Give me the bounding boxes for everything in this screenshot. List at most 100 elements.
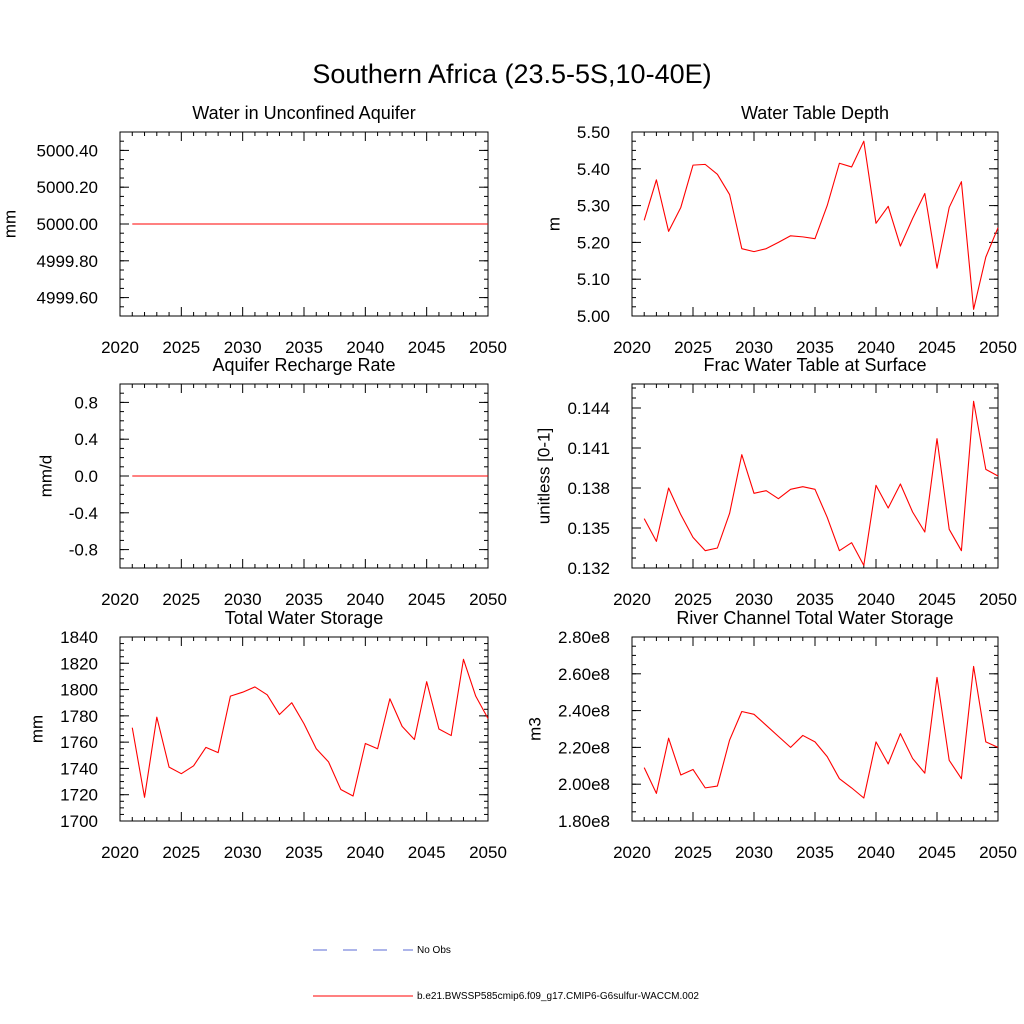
- figure-title: Southern Africa (23.5-5S,10-40E): [312, 59, 711, 89]
- x-tick-label: 2025: [674, 590, 712, 609]
- panel-3: Aquifer Recharge Rate mm/d 2020 2025 2030 203…: [36, 355, 506, 609]
- y-tick-label: 5.30: [577, 197, 610, 216]
- y-tick-label: 0.4: [74, 430, 98, 449]
- panel-title: River Channel Total Water Storage: [676, 608, 953, 628]
- y-tick-label: 1740: [60, 759, 98, 778]
- x-tick-label: 2045: [408, 843, 446, 862]
- y-axis-label: mm: [27, 715, 46, 743]
- panel-title: Total Water Storage: [225, 608, 383, 628]
- x-tick-label: 2025: [674, 338, 712, 357]
- x-tick-label: 2050: [979, 843, 1017, 862]
- y-tick-label: 0.0: [74, 467, 98, 486]
- y-tick-label: -0.8: [69, 541, 98, 560]
- x-tick-label: 2035: [796, 590, 834, 609]
- legend-label-model: b.e21.BWSSP585cmip6.f09_g17.CMIP6-G6sulf…: [417, 991, 699, 1002]
- x-tick-label: 2030: [224, 338, 262, 357]
- x-tick-label: 2040: [857, 338, 895, 357]
- y-tick-label: 5000.20: [37, 178, 98, 197]
- x-tick-label: 2035: [285, 338, 323, 357]
- plot-frame: [119, 636, 489, 822]
- y-tick-label: 1720: [60, 786, 98, 805]
- y-tick-label: 1700: [60, 812, 98, 831]
- y-axis-label: unitless [0-1]: [534, 428, 553, 524]
- legend-label-no-obs: No Obs: [417, 945, 451, 956]
- y-tick-label: 5000.40: [37, 141, 98, 160]
- x-tick-label: 2025: [162, 843, 200, 862]
- panel-2: Water Table Depth m 2020 2025 2030 2035 2040 20…: [544, 103, 1016, 357]
- x-tick-label: 2045: [408, 338, 446, 357]
- y-tick-label: 1.80e8: [558, 812, 610, 831]
- plot-frame: [631, 131, 999, 317]
- y-tick-label: 4999.80: [37, 252, 98, 271]
- x-tick-label: 2025: [162, 338, 200, 357]
- x-tick-label: 2035: [285, 590, 323, 609]
- y-axis-label: mm/d: [36, 455, 55, 498]
- x-tick-label: 2045: [408, 590, 446, 609]
- y-tick-label: 1820: [60, 654, 98, 673]
- x-tick-label: 2035: [796, 843, 834, 862]
- x-tick-label: 2040: [346, 590, 384, 609]
- panel-6: River Channel Total Water Storage m3 2020 2…: [525, 608, 1016, 862]
- plot-frame: [631, 383, 999, 569]
- y-tick-label: 2.60e8: [558, 665, 610, 684]
- y-tick-label: 0.8: [74, 393, 98, 412]
- x-tick-label: 2040: [857, 843, 895, 862]
- x-tick-label: 2040: [857, 590, 895, 609]
- x-tick-label: 2020: [101, 338, 139, 357]
- x-tick-label: 2040: [346, 338, 384, 357]
- x-tick-label: 2030: [735, 843, 773, 862]
- x-tick-label: 2050: [469, 338, 507, 357]
- y-tick-label: 5.40: [577, 160, 610, 179]
- y-tick-label: 0.141: [567, 439, 610, 458]
- panel-4: Frac Water Table at Surface unitless [0-1…: [534, 355, 1016, 609]
- y-tick-label: 2.00e8: [558, 775, 610, 794]
- series-line: [643, 140, 999, 310]
- y-tick-label: 0.135: [567, 519, 610, 538]
- y-tick-label: 5.20: [577, 233, 610, 252]
- y-tick-label: 0.138: [567, 479, 610, 498]
- y-tick-label: 4999.60: [37, 289, 98, 308]
- y-tick-label: 0.132: [567, 559, 610, 578]
- x-tick-label: 2050: [979, 338, 1017, 357]
- x-tick-label: 2045: [918, 590, 956, 609]
- y-tick-label: 5.50: [577, 123, 610, 142]
- x-tick-label: 2030: [735, 338, 773, 357]
- x-tick-label: 2050: [469, 590, 507, 609]
- x-tick-label: 2030: [224, 590, 262, 609]
- y-axis-label: m3: [525, 717, 544, 741]
- x-tick-label: 2020: [101, 843, 139, 862]
- legend: No Obs b.e21.BWSSP585cmip6.f09_g17.CMIP6…: [313, 945, 699, 1002]
- x-tick-label: 2050: [979, 590, 1017, 609]
- y-tick-label: 2.80e8: [558, 628, 610, 647]
- panel-title: Aquifer Recharge Rate: [212, 355, 395, 375]
- series-line: [131, 658, 489, 798]
- y-tick-label: 1780: [60, 707, 98, 726]
- x-tick-label: 2020: [613, 843, 651, 862]
- panel-5: Total Water Storage mm 2020 2025 2030 2035 204…: [27, 608, 506, 862]
- panel-title: Frac Water Table at Surface: [703, 355, 926, 375]
- x-tick-label: 2045: [918, 843, 956, 862]
- x-tick-label: 2030: [735, 590, 773, 609]
- x-tick-label: 2025: [162, 590, 200, 609]
- x-tick-label: 2030: [224, 843, 262, 862]
- panels: Water in Unconfined Aquifer mm 2020 2025 203…: [0, 103, 1016, 862]
- series-line: [643, 400, 999, 566]
- y-tick-label: 2.20e8: [558, 738, 610, 757]
- panel-title: Water Table Depth: [741, 103, 889, 123]
- x-tick-label: 2025: [674, 843, 712, 862]
- y-tick-label: 1800: [60, 681, 98, 700]
- panel-1: Water in Unconfined Aquifer mm 2020 2025 203…: [0, 103, 506, 357]
- y-tick-label: 1840: [60, 628, 98, 647]
- x-tick-label: 2020: [613, 590, 651, 609]
- x-tick-label: 2050: [469, 843, 507, 862]
- x-tick-label: 2020: [613, 338, 651, 357]
- y-tick-label: 5000.00: [37, 215, 98, 234]
- y-tick-label: 5.00: [577, 307, 610, 326]
- y-axis-label: m: [544, 217, 563, 231]
- series-line: [643, 665, 999, 799]
- y-axis-label: mm: [0, 210, 19, 238]
- x-tick-label: 2040: [346, 843, 384, 862]
- panel-title: Water in Unconfined Aquifer: [192, 103, 415, 123]
- x-tick-label: 2045: [918, 338, 956, 357]
- x-tick-label: 2020: [101, 590, 139, 609]
